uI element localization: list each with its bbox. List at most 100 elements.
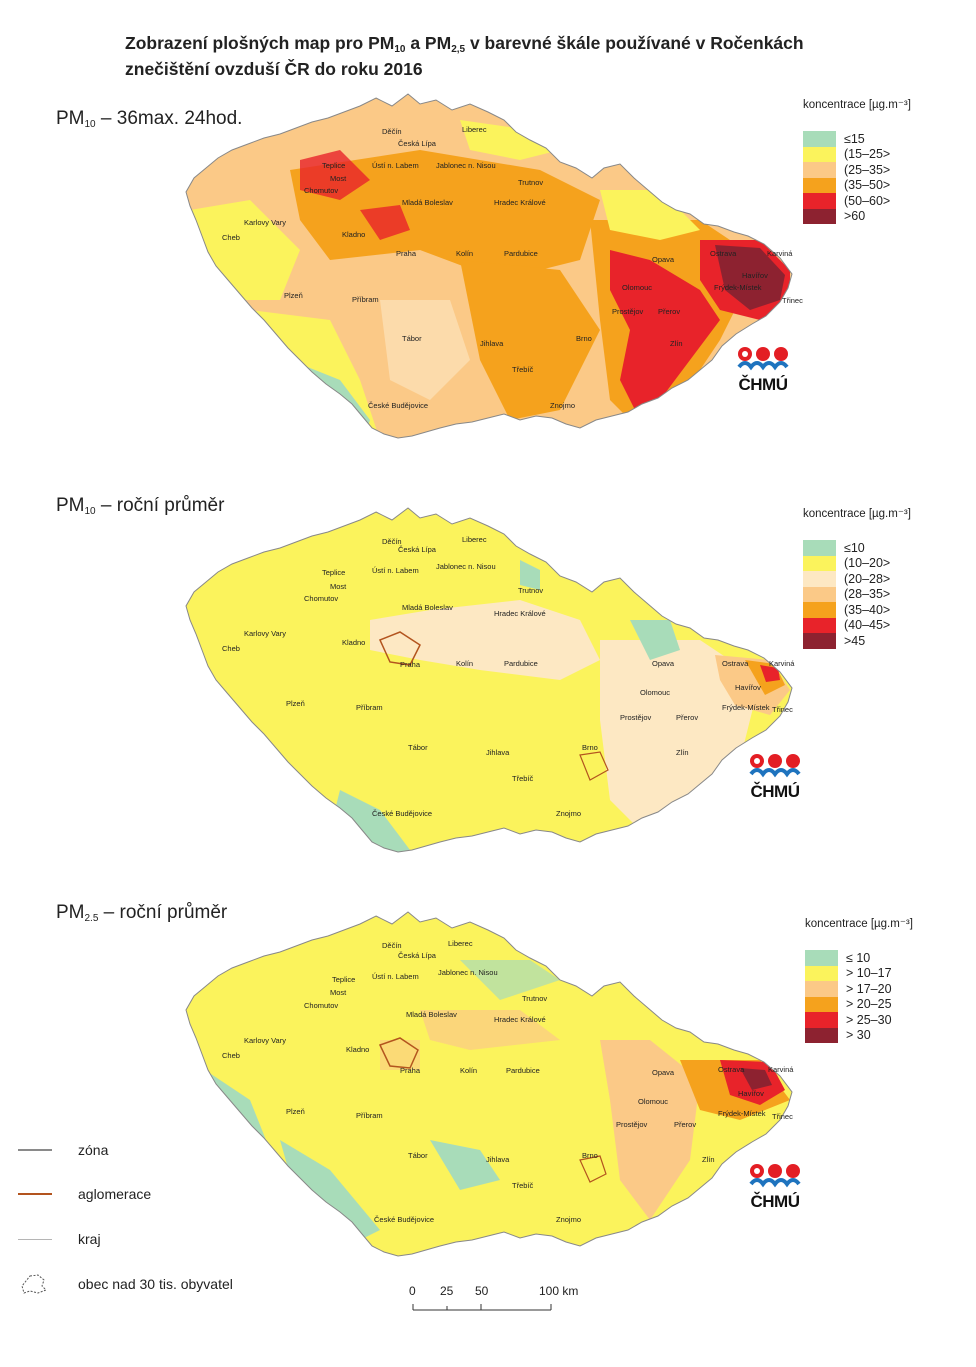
legend-swatch <box>805 965 838 981</box>
city-label: Olomouc <box>638 1097 668 1106</box>
legend-item: (15–25> <box>803 146 911 162</box>
city-label: Opava <box>652 255 675 264</box>
city-label: Jihlava <box>486 1155 510 1164</box>
city-label: Kolín <box>456 659 473 668</box>
city-label: Česká Lípa <box>398 951 437 960</box>
legend-item: ≤15 <box>803 131 911 147</box>
chmu-logo-mark-icon <box>737 347 789 371</box>
key-agglomeration: aglomerace <box>18 1186 151 1202</box>
city-label: Praha <box>396 249 417 258</box>
city-label: Zlín <box>670 339 683 348</box>
city-label: Zlín <box>676 748 689 757</box>
legend-item: > 20–25 <box>805 996 913 1012</box>
legend-item: (35–50> <box>803 177 911 193</box>
zone-line-icon <box>18 1149 52 1151</box>
legend-swatch <box>805 1027 838 1043</box>
city-label: Chomutov <box>304 1001 338 1010</box>
legend-header: koncentrace [µg.m⁻³] <box>805 918 913 930</box>
city-label: Praha <box>400 1066 421 1075</box>
city-label: Zlín <box>702 1155 715 1164</box>
panel2-title: PM10 – roční průměr <box>56 495 225 517</box>
legend-swatch <box>803 586 836 602</box>
scale-bar-line <box>412 1304 552 1311</box>
city-label: Tábor <box>408 1151 428 1160</box>
city-label: Hradec Králové <box>494 609 546 618</box>
city-label: Chomutov <box>304 594 338 603</box>
city-label: Mladá Boleslav <box>402 198 453 207</box>
city-label: Karlovy Vary <box>244 1036 286 1045</box>
city-label: Mladá Boleslav <box>402 603 453 612</box>
agglomeration-line-icon <box>18 1193 52 1195</box>
key-zone: zóna <box>18 1142 108 1158</box>
city-label: Havířov <box>738 1089 764 1098</box>
city-label: Praha <box>400 660 421 669</box>
city-label: Olomouc <box>640 688 670 697</box>
legend-swatch <box>803 131 836 147</box>
city-label: Děčín <box>382 127 402 136</box>
city-label: Prostějov <box>616 1120 648 1129</box>
city-label: Pardubice <box>506 1066 540 1075</box>
city-label: Jihlava <box>480 339 504 348</box>
chmu-logo: ČHMÚ <box>747 752 803 804</box>
city-label: Jihlava <box>486 748 510 757</box>
legend-swatch <box>805 996 838 1012</box>
city-label: Ostrava <box>718 1065 745 1074</box>
city-label: České Budějovice <box>368 401 428 410</box>
key-town: obec nad 30 tis. obyvatel <box>18 1273 233 1295</box>
chmu-logo-mark-icon <box>749 1164 801 1188</box>
city-label: Plzeň <box>286 699 305 708</box>
legend-item: ≤ 10 <box>805 950 913 966</box>
city-label: Ústí n. Labem <box>372 161 419 170</box>
legend-swatch <box>803 633 836 649</box>
city-label: Kolín <box>460 1066 477 1075</box>
legend-swatch <box>805 1012 838 1028</box>
legend-header: koncentrace [µg.m⁻³] <box>803 508 911 520</box>
panel3-title: PM2.5 – roční průměr <box>56 902 228 924</box>
city-label: Znojmo <box>550 401 575 410</box>
city-label: Třinec <box>782 296 803 305</box>
city-label: Ostrava <box>722 659 749 668</box>
city-label: Teplice <box>332 975 355 984</box>
legend-item: >60 <box>803 208 911 224</box>
city-label: Karviná <box>767 249 793 258</box>
legend-item: > 17–20 <box>805 981 913 997</box>
legend-item: (50–60> <box>803 193 911 209</box>
city-label: Liberec <box>462 125 487 134</box>
city-label: Trutnov <box>518 586 543 595</box>
city-label: Teplice <box>322 161 345 170</box>
city-labels-map3: Děčín Liberec Česká Lípa Teplice Ústí n.… <box>222 939 794 1224</box>
city-label: Plzeň <box>284 291 303 300</box>
map-pm10-36max <box>185 93 793 439</box>
legend-item: (35–40> <box>803 602 911 618</box>
city-label: Frýdek-Místek <box>722 703 770 712</box>
legend-swatch <box>803 617 836 633</box>
city-label: Cheb <box>222 644 240 653</box>
city-label: Děčín <box>382 537 402 546</box>
main-title: Zobrazení plošných map pro PM10 a PM2,5 … <box>125 33 804 79</box>
city-label: Karviná <box>769 659 795 668</box>
legend-item: (25–35> <box>803 162 911 178</box>
city-label: Kladno <box>342 638 365 647</box>
city-label: Brno <box>576 334 592 343</box>
legend-item: (40–45> <box>803 617 911 633</box>
region-line-icon <box>18 1238 52 1240</box>
chmu-logo: ČHMÚ <box>735 345 791 397</box>
city-label: Česká Lípa <box>398 139 437 148</box>
city-label: Tábor <box>402 334 422 343</box>
city-label: Karlovy Vary <box>244 218 286 227</box>
city-label: Třebíč <box>512 365 534 374</box>
legend-item: (10–20> <box>803 555 911 571</box>
legend-swatch <box>803 540 836 556</box>
chmu-logo-mark-icon <box>749 754 801 778</box>
city-label: Most <box>330 582 347 591</box>
city-label: Brno <box>582 1151 598 1160</box>
city-label: Havířov <box>742 271 768 280</box>
legend-swatch <box>803 555 836 571</box>
city-label: Teplice <box>322 568 345 577</box>
city-label: Most <box>330 174 347 183</box>
city-label: Kladno <box>346 1045 369 1054</box>
legend-swatch <box>803 162 836 178</box>
city-label: Přerov <box>674 1120 696 1129</box>
city-labels-map2: Děčín Liberec Česká Lípa Teplice Ústí n.… <box>222 535 795 818</box>
